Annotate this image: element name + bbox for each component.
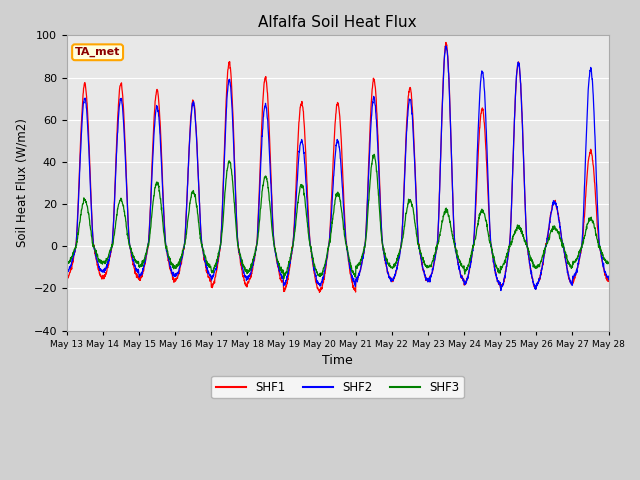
Line: SHF1: SHF1 bbox=[67, 42, 640, 292]
SHF1 bbox=[63, 273, 70, 279]
SHF2 bbox=[497, 288, 505, 293]
SHF2 bbox=[245, 273, 253, 279]
SHF3 bbox=[371, 151, 378, 157]
SHF2 bbox=[531, 281, 538, 287]
SHF2 bbox=[563, 265, 571, 271]
SHF2 bbox=[390, 274, 398, 280]
SHF1 bbox=[563, 265, 571, 271]
X-axis label: Time: Time bbox=[323, 354, 353, 367]
SHF3 bbox=[531, 264, 538, 269]
SHF1 bbox=[442, 39, 450, 45]
Y-axis label: Soil Heat Flux (W/m2): Soil Heat Flux (W/m2) bbox=[15, 119, 28, 247]
SHF3 bbox=[63, 259, 70, 264]
Line: SHF3: SHF3 bbox=[67, 154, 640, 278]
SHF1 bbox=[316, 289, 323, 295]
SHF1 bbox=[633, 250, 640, 255]
SHF1 bbox=[121, 128, 129, 133]
SHF2 bbox=[633, 249, 640, 254]
SHF2 bbox=[442, 43, 450, 49]
SHF1 bbox=[245, 276, 253, 282]
SHF1 bbox=[391, 274, 399, 279]
SHF2 bbox=[121, 138, 129, 144]
Line: SHF2: SHF2 bbox=[67, 46, 640, 290]
SHF3 bbox=[245, 268, 253, 274]
SHF2 bbox=[63, 268, 70, 274]
SHF3 bbox=[563, 255, 571, 261]
Legend: SHF1, SHF2, SHF3: SHF1, SHF2, SHF3 bbox=[211, 376, 464, 398]
Text: TA_met: TA_met bbox=[75, 47, 120, 58]
SHF3 bbox=[121, 208, 129, 214]
SHF1 bbox=[531, 284, 538, 290]
SHF3 bbox=[633, 248, 640, 254]
Title: Alfalfa Soil Heat Flux: Alfalfa Soil Heat Flux bbox=[259, 15, 417, 30]
SHF3 bbox=[280, 276, 287, 281]
SHF3 bbox=[391, 262, 399, 267]
